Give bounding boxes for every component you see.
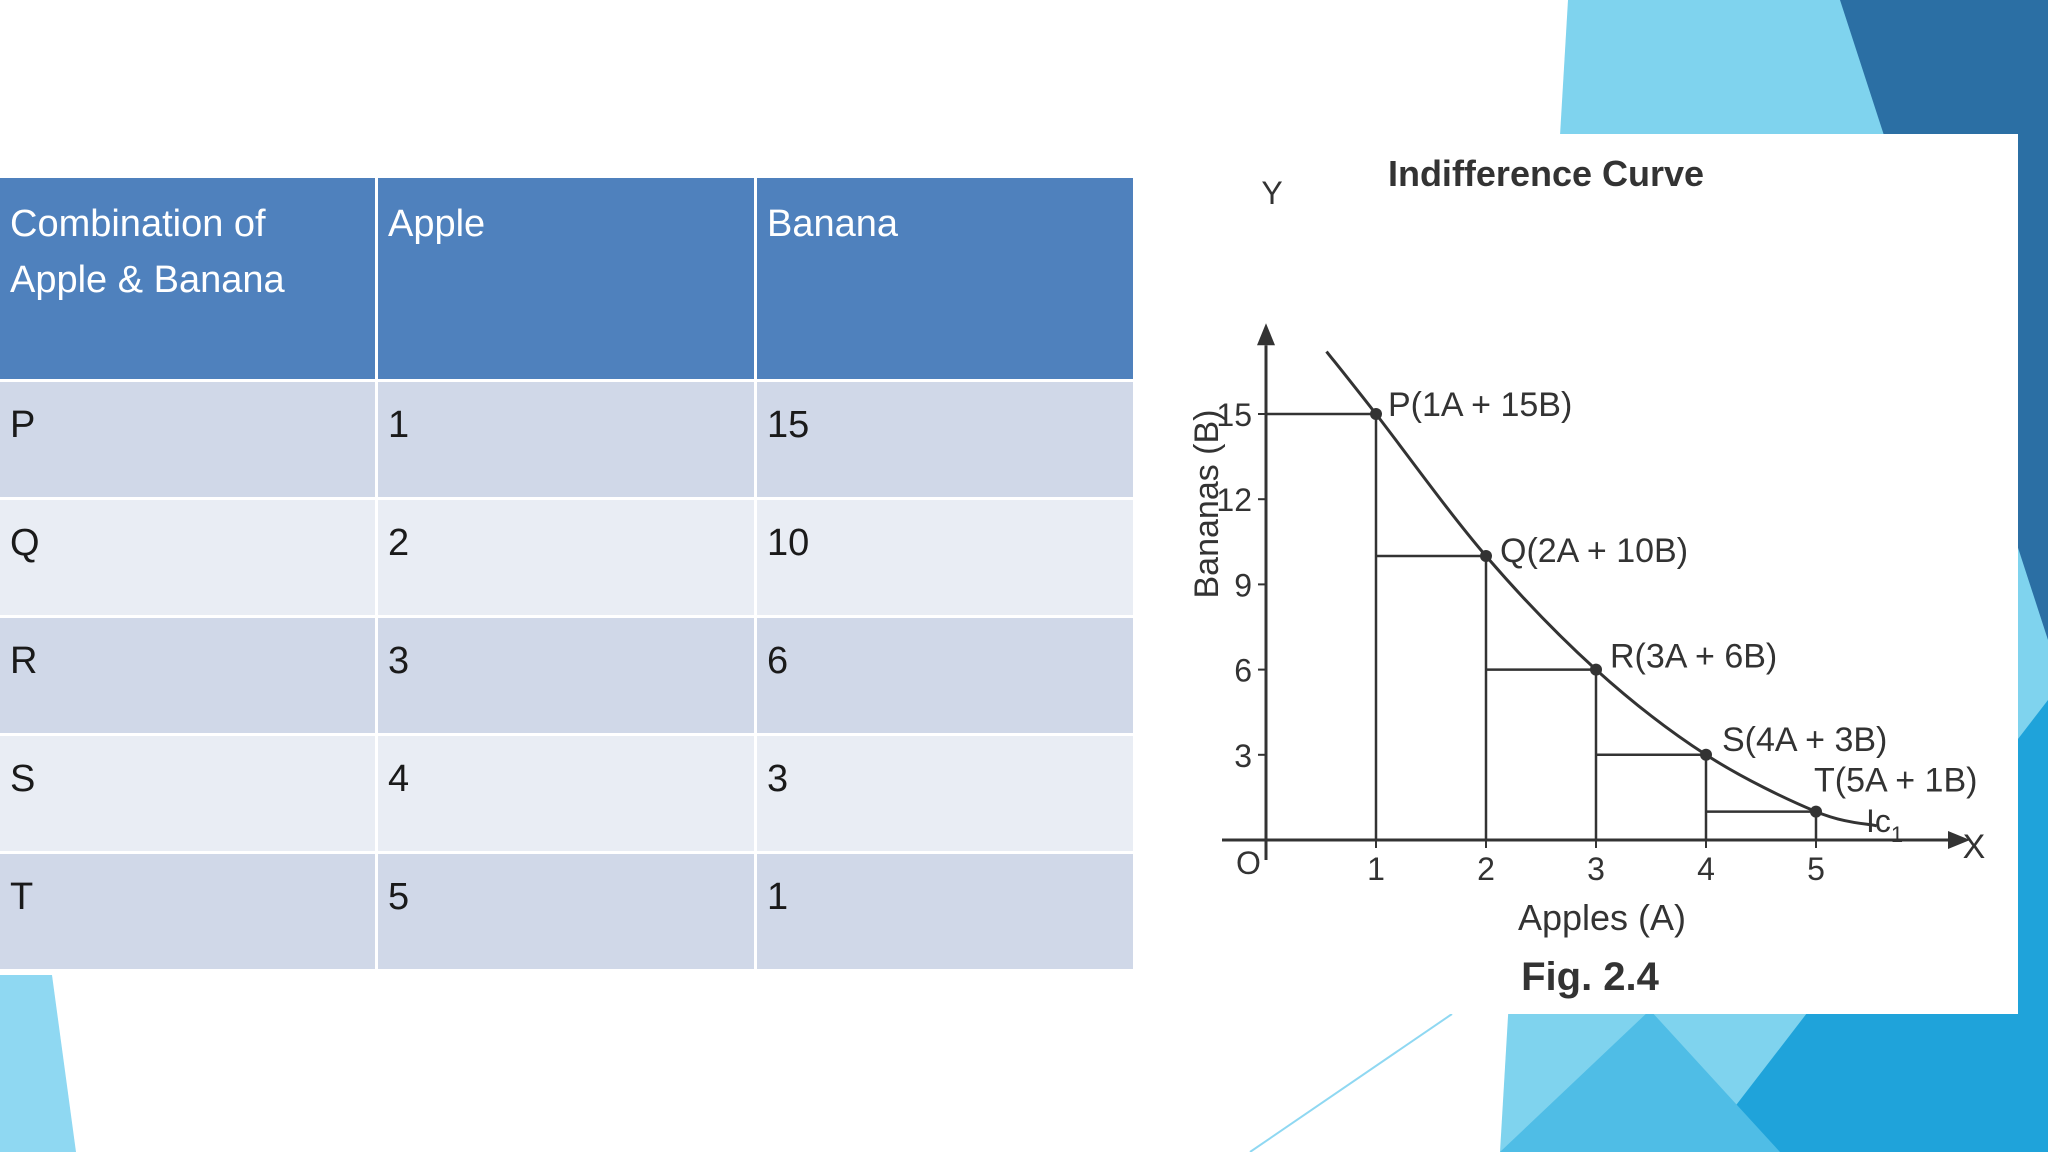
x-tick-label: 4 xyxy=(1697,851,1715,887)
y-tick-label: 15 xyxy=(1216,397,1252,433)
point-label: R(3A + 6B) xyxy=(1610,638,1777,676)
indifference-curve-figure: Indifference Curve Y X O Apples (A) Bana… xyxy=(1136,134,2018,1014)
point-label: Q(2A + 10B) xyxy=(1500,532,1688,570)
curve-label-subscript: 1 xyxy=(1891,822,1903,847)
curve-point xyxy=(1590,663,1602,676)
deco-line xyxy=(1249,1013,1453,1152)
curve-point xyxy=(1810,805,1822,818)
cell-banana: 6 xyxy=(757,618,1136,736)
cell-banana: 10 xyxy=(757,500,1136,618)
table-row: P 1 15 xyxy=(0,382,1136,500)
cell-combination: S xyxy=(0,736,378,854)
y-tick-label: 9 xyxy=(1234,567,1252,603)
table-row: S 4 3 xyxy=(0,736,1136,854)
x-tick-label: 5 xyxy=(1807,851,1825,887)
cell-combination: P xyxy=(0,382,378,500)
combination-table: Combination of Apple & Banana Apple Bana… xyxy=(0,178,1136,972)
x-tick-label: 2 xyxy=(1477,851,1495,887)
table-row: T 5 1 xyxy=(0,854,1136,972)
y-tick-label: 6 xyxy=(1234,653,1252,689)
table-row: Q 2 10 xyxy=(0,500,1136,618)
cell-combination: R xyxy=(0,618,378,736)
header-apple: Apple xyxy=(378,178,757,382)
deco-shape-bottom xyxy=(1500,1010,1780,1152)
figure-caption: Fig. 2.4 xyxy=(1521,955,1660,999)
table-row: R 3 6 xyxy=(0,618,1136,736)
deco-shape-left xyxy=(0,975,76,1152)
header-combination: Combination of Apple & Banana xyxy=(0,178,378,382)
cell-apple: 4 xyxy=(378,736,757,854)
y-tick-label: 12 xyxy=(1216,482,1252,518)
cell-banana: 15 xyxy=(757,382,1136,500)
table-header-row: Combination of Apple & Banana Apple Bana… xyxy=(0,178,1136,382)
point-label: P(1A + 15B) xyxy=(1388,386,1572,424)
y-axis-letter: Y xyxy=(1261,175,1282,211)
x-tick-label: 1 xyxy=(1367,851,1385,887)
origin-label: O xyxy=(1236,845,1261,881)
curve-label-main: Ic xyxy=(1866,803,1891,839)
chart-title: Indifference Curve xyxy=(1388,153,1704,194)
y-tick-label: 3 xyxy=(1234,738,1252,774)
curve-point xyxy=(1370,408,1382,420)
y-axis-arrow xyxy=(1257,323,1275,346)
cell-banana: 1 xyxy=(757,854,1136,972)
cell-apple: 1 xyxy=(378,382,757,500)
cell-apple: 2 xyxy=(378,500,757,618)
header-banana: Banana xyxy=(757,178,1136,382)
curve-point xyxy=(1700,748,1712,761)
point-label: T(5A + 1B) xyxy=(1814,762,1977,800)
point-label: S(4A + 3B) xyxy=(1722,721,1887,759)
x-axis-arrow xyxy=(1948,831,1970,849)
cell-combination: T xyxy=(0,854,378,972)
indifference-curve-chart: Indifference Curve Y X O Apples (A) Bana… xyxy=(1188,153,1986,999)
x-axis-label: Apples (A) xyxy=(1518,897,1686,938)
indifference-curve-line xyxy=(1325,350,1877,828)
y-axis-label: Bananas (B) xyxy=(1188,410,1226,599)
curve-label: Ic1 xyxy=(1866,803,1903,847)
cell-apple: 5 xyxy=(378,854,757,972)
cell-combination: Q xyxy=(0,500,378,618)
curve-point xyxy=(1480,550,1492,562)
x-axis-letter: X xyxy=(1963,828,1986,866)
cell-apple: 3 xyxy=(378,618,757,736)
x-tick-label: 3 xyxy=(1587,851,1605,887)
cell-banana: 3 xyxy=(757,736,1136,854)
